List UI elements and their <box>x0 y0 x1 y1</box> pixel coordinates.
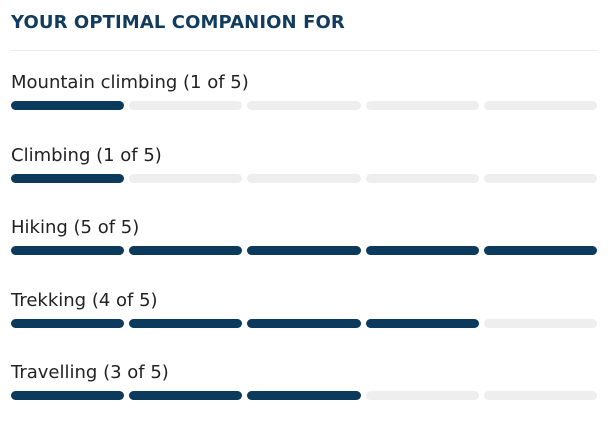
empty-segment <box>365 391 479 400</box>
rating-label: Hiking (5 of 5) <box>11 217 140 238</box>
filled-segment <box>11 391 125 400</box>
filled-segment <box>129 318 243 328</box>
panel-title: YOUR OPTIMAL COMPANION FOR <box>11 12 345 33</box>
filled-segment <box>129 391 243 400</box>
empty-segment <box>483 318 597 328</box>
rating-bar <box>11 173 597 183</box>
rating-label: Trekking (4 of 5) <box>11 289 158 311</box>
rating-item: Climbing (1 of 5) <box>11 145 597 185</box>
empty-segment <box>247 173 361 183</box>
divider <box>11 50 597 51</box>
empty-segment <box>247 101 361 110</box>
empty-segment <box>365 101 479 110</box>
filled-segment <box>247 318 361 328</box>
filled-segment <box>247 391 361 400</box>
rating-bar <box>11 246 597 255</box>
filled-segment <box>11 173 125 183</box>
rating-item: Mountain climbing (1 of 5) <box>11 72 597 112</box>
rating-label: Travelling (3 of 5) <box>11 362 169 383</box>
filled-segment <box>483 246 597 255</box>
filled-segment <box>247 246 361 255</box>
filled-segment <box>11 246 125 255</box>
filled-segment <box>365 246 479 255</box>
rating-label: Mountain climbing (1 of 5) <box>11 72 249 93</box>
filled-segment <box>11 318 125 328</box>
rating-bar <box>11 391 597 400</box>
filled-segment <box>129 246 243 255</box>
filled-segment <box>11 101 125 110</box>
filled-segment <box>365 318 479 328</box>
rating-bar <box>11 101 597 110</box>
rating-label: Climbing (1 of 5) <box>11 144 162 166</box>
rating-item: Hiking (5 of 5) <box>11 217 597 257</box>
empty-segment <box>483 391 597 400</box>
empty-segment <box>129 101 243 110</box>
rating-item: Trekking (4 of 5) <box>11 290 597 330</box>
rating-bar <box>11 318 597 328</box>
rating-item: Travelling (3 of 5) <box>11 362 597 402</box>
empty-segment <box>483 173 597 183</box>
empty-segment <box>483 101 597 110</box>
empty-segment <box>129 173 243 183</box>
empty-segment <box>365 173 479 183</box>
